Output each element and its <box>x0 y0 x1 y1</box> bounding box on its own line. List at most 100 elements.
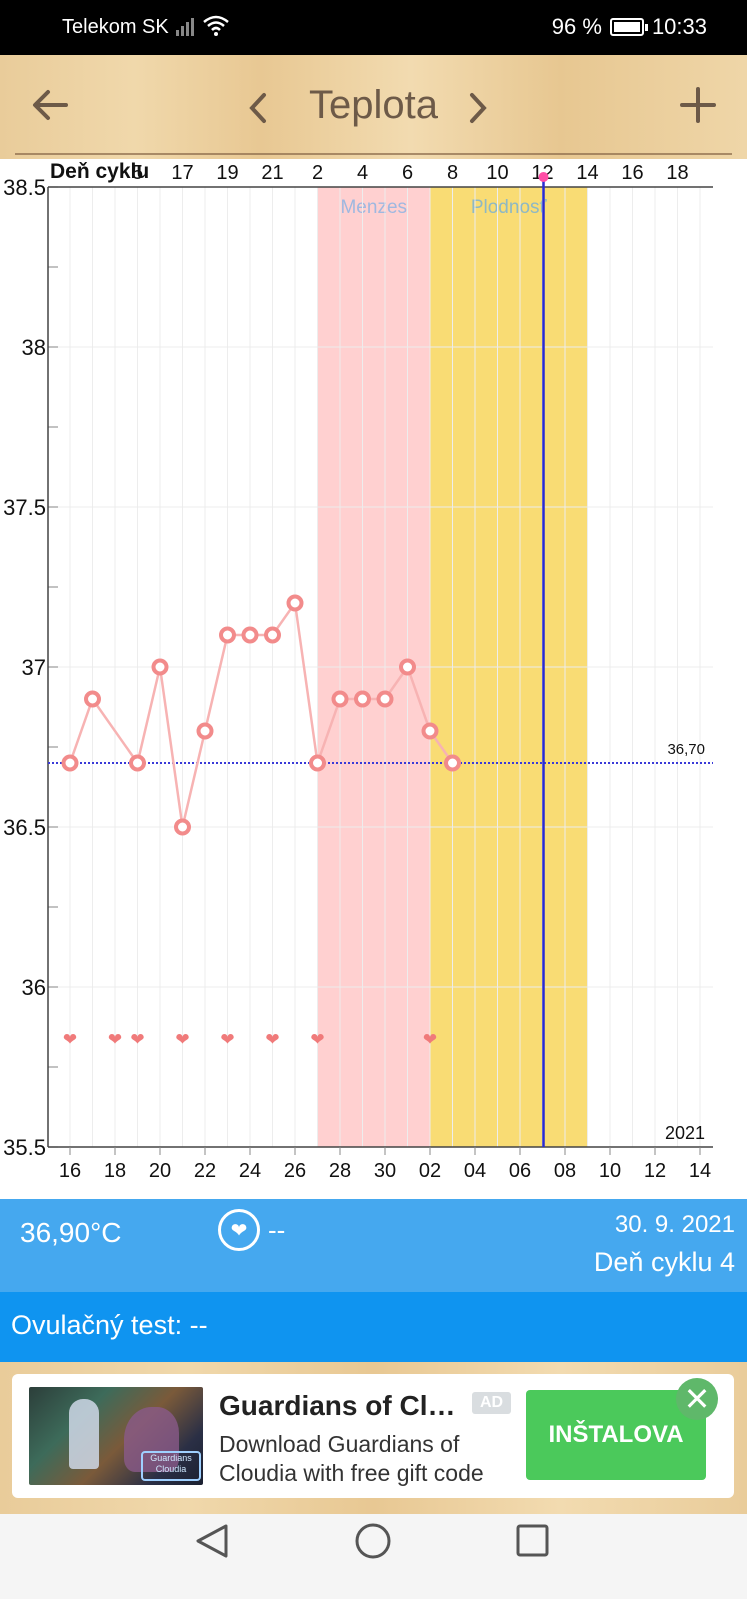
y-tick-label: 35.5 <box>3 1135 46 1160</box>
y-tick-label: 37 <box>22 655 46 680</box>
arrow-left-icon[interactable] <box>30 85 70 133</box>
today-marker <box>538 172 549 182</box>
selected-date: 30. 9. 2021 <box>614 1211 735 1238</box>
ad-figure <box>69 1399 99 1469</box>
data-point <box>84 690 101 708</box>
intercourse-value: -- <box>268 1215 286 1245</box>
toolbar: Teplota <box>0 55 747 159</box>
chevron-right-icon[interactable] <box>466 89 490 133</box>
top-tick-label: 6 <box>402 162 413 184</box>
ad-image[interactable]: Guardians Cloudia <box>29 1387 203 1485</box>
ovulation-panel[interactable]: Ovulačný test: -- <box>0 1292 747 1362</box>
heart-marker: ❤ <box>108 1030 122 1049</box>
year-label: 2021 <box>665 1123 705 1143</box>
heart-icon: ❤ <box>218 1209 260 1251</box>
data-point <box>421 722 439 740</box>
ad-creature <box>124 1407 179 1472</box>
ad-badge: AD <box>472 1392 512 1414</box>
x-tick-label: 02 <box>419 1160 441 1182</box>
top-tick-label: 19 <box>216 162 238 184</box>
ad-description-line1: Download Guardians of <box>219 1431 460 1457</box>
band-label-1: Plodnosť <box>471 197 548 218</box>
band-label-0: Menzes <box>340 197 407 218</box>
ad-game-logo: Guardians Cloudia <box>141 1451 201 1481</box>
recents-nav-icon[interactable] <box>516 1524 549 1557</box>
heart-marker: ❤ <box>310 1030 324 1049</box>
reference-label: 36,70 <box>667 741 705 758</box>
chart-svg[interactable]: Menzes Plodnosť 38.5 38 37.5 37 36.5 36 35.5 Deň … <box>0 159 747 1199</box>
data-point <box>151 658 169 676</box>
data-point <box>264 626 281 644</box>
top-tick-label: 18 <box>666 162 688 184</box>
temperature-value: 36,90°C <box>20 1217 122 1248</box>
data-point <box>354 690 371 708</box>
data-point <box>174 818 191 836</box>
x-tick-label: 24 <box>239 1160 261 1182</box>
top-tick-label: 2 <box>312 162 323 184</box>
x-tick-label: 26 <box>284 1160 306 1182</box>
heart-marker: ❤ <box>220 1030 234 1049</box>
y-tick-label: 38 <box>22 335 46 360</box>
data-point <box>241 626 259 644</box>
ovulation-test: Ovulačný test: -- <box>11 1310 208 1340</box>
x-tick-label: 06 <box>509 1160 531 1182</box>
signal-wifi-icon <box>176 14 236 44</box>
ad-description: Download Guardians of Cloudia with free … <box>219 1430 484 1488</box>
plus-icon[interactable] <box>680 87 716 131</box>
clock: 10:33 <box>651 14 707 39</box>
data-point <box>399 658 416 676</box>
x-tick-label: 14 <box>689 1160 711 1182</box>
cycle-day: Deň cyklu 4 <box>593 1247 735 1277</box>
heart-marker: ❤ <box>423 1030 437 1049</box>
y-tick-label: 37.5 <box>3 495 46 520</box>
heart-marker: ❤ <box>265 1030 279 1049</box>
navigation-bar <box>0 1514 747 1599</box>
top-tick-label: 4 <box>357 162 368 184</box>
back-nav-icon[interactable] <box>196 1524 228 1558</box>
temperature-chart[interactable]: Menzes Plodnosť 38.5 38 37.5 37 36.5 36 35.5 Deň … <box>0 159 747 1199</box>
battery-icon <box>609 18 648 36</box>
data-point <box>61 754 79 772</box>
battery-percent: 96 % <box>551 14 602 39</box>
x-tick-label: 28 <box>329 1160 351 1182</box>
ad-description-line2: Cloudia with free gift code <box>219 1460 484 1486</box>
top-tick-label: 14 <box>576 162 598 184</box>
x-tick-label: 18 <box>104 1160 126 1182</box>
data-point <box>286 594 304 612</box>
data-point <box>219 626 236 644</box>
x-tick-label: 16 <box>59 1160 81 1182</box>
data-point <box>444 754 461 772</box>
page-title: Teplota <box>309 83 438 127</box>
heart-marker: ❤ <box>175 1030 189 1049</box>
ad-card[interactable]: Guardians Cloudia Guardians of Cl… AD Do… <box>12 1374 734 1498</box>
heart-marker: ❤ <box>63 1030 77 1049</box>
x-tick-label: 10 <box>599 1160 621 1182</box>
x-tick-label: 22 <box>194 1160 216 1182</box>
top-axis-label: Deň cyklu <box>50 160 149 183</box>
top-tick-label: 21 <box>261 162 283 184</box>
top-tick-label: 10 <box>486 162 508 184</box>
x-tick-label: 30 <box>374 1160 396 1182</box>
y-tick-label: 36.5 <box>3 815 46 840</box>
top-tick-label: 16 <box>621 162 643 184</box>
close-icon[interactable]: ✕ <box>676 1378 718 1420</box>
data-point <box>196 722 214 740</box>
top-tick-label: 5 <box>132 162 143 184</box>
x-tick-label: 20 <box>149 1160 171 1182</box>
x-tick-label: 04 <box>464 1160 486 1182</box>
ad-banner: Guardians Cloudia Guardians of Cl… AD Do… <box>0 1362 747 1514</box>
data-point <box>376 690 394 708</box>
heart-marker: ❤ <box>130 1030 144 1049</box>
day-info-panel[interactable]: 36,90°C ❤ -- 30. 9. 2021 Deň cyklu 4 <box>0 1199 747 1292</box>
home-nav-icon[interactable] <box>355 1523 391 1559</box>
y-tick-label: 38.5 <box>3 175 46 200</box>
y-tick-label: 36 <box>22 975 46 1000</box>
top-tick-label: 17 <box>171 162 193 184</box>
x-tick-label: 08 <box>554 1160 576 1182</box>
data-point <box>309 754 326 772</box>
data-point <box>129 754 146 772</box>
chevron-left-icon[interactable] <box>246 89 270 133</box>
data-point <box>331 690 349 708</box>
ad-title[interactable]: Guardians of Cl… <box>219 1390 456 1421</box>
carrier-name: Telekom SK <box>62 16 169 38</box>
